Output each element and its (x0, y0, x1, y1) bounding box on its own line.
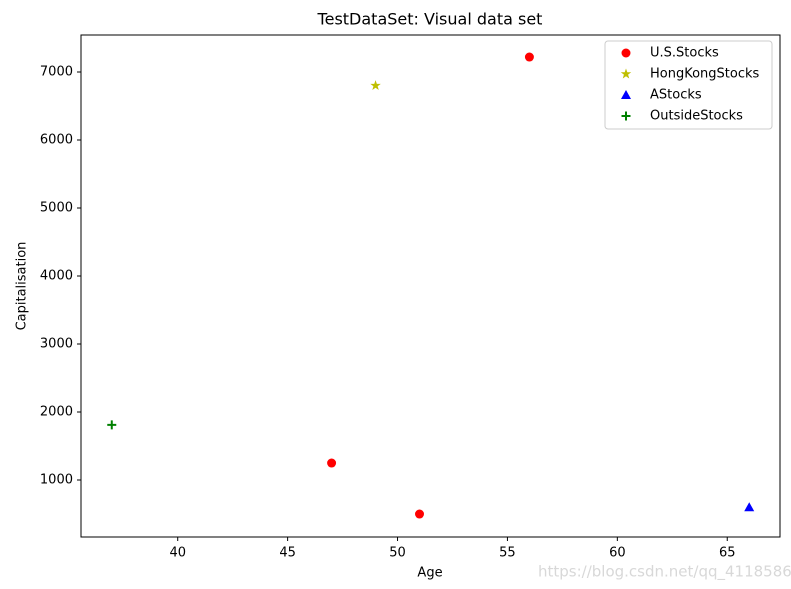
legend-marker (620, 68, 632, 79)
watermark: https://blog.csdn.net/qq_41185868 (538, 563, 791, 582)
point (415, 509, 425, 519)
legend-box (604, 40, 773, 130)
y-tick-label: 3000 (40, 337, 73, 352)
point (107, 420, 117, 430)
y-tick-label: 7000 (40, 64, 73, 79)
legend-marker (621, 90, 631, 99)
legend-label: HongKongStocks (650, 67, 760, 82)
y-axis-label: Capitalisation (15, 242, 30, 331)
chart-title: TestDataSet: Visual data set (317, 10, 543, 29)
x-tick-label: 50 (389, 546, 406, 561)
point (327, 458, 337, 468)
y-tick-label: 4000 (40, 269, 73, 284)
x-axis-label: Age (417, 566, 442, 581)
x-tick-label: 60 (609, 546, 626, 561)
point (370, 80, 381, 91)
legend-marker (621, 111, 631, 121)
legend-label: AStocks (650, 88, 702, 103)
x-tick-label: 40 (169, 546, 186, 561)
point (744, 502, 755, 512)
y-tick-label: 6000 (40, 132, 73, 147)
x-tick-label: 45 (279, 546, 296, 561)
point (524, 52, 534, 62)
legend-marker (621, 48, 631, 58)
legend-label: U.S.Stocks (650, 46, 719, 61)
y-tick-label: 1000 (40, 473, 73, 488)
legend-label: OutsideStocks (650, 109, 743, 124)
x-tick-label: 55 (499, 546, 516, 561)
plot-frame (80, 34, 781, 538)
y-tick-label: 5000 (40, 201, 73, 216)
y-tick-label: 2000 (40, 405, 73, 420)
x-tick-label: 65 (719, 546, 736, 561)
